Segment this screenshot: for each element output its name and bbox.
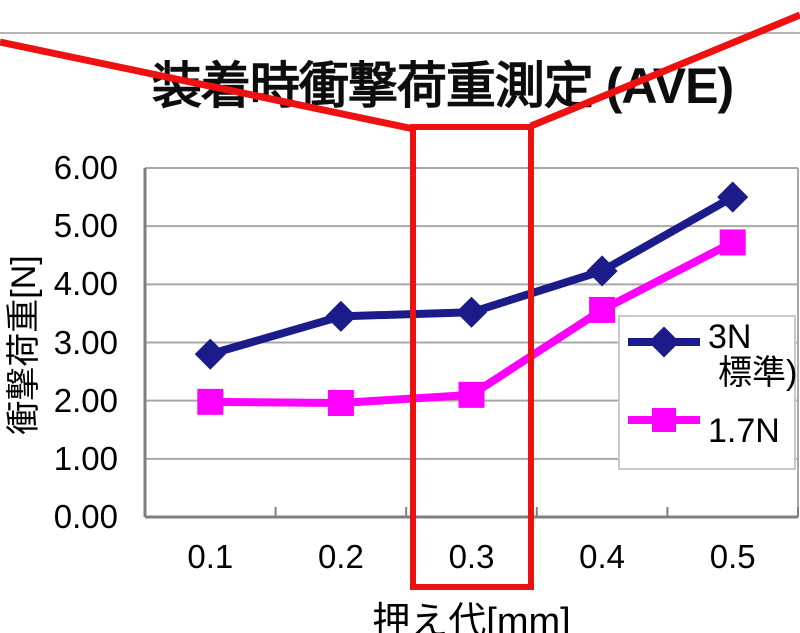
x-tick-label: 0.1 (187, 538, 234, 575)
x-tick-label: 0.5 (709, 538, 756, 575)
legend-marker-square (628, 408, 700, 432)
y-tick-label: 3.00 (53, 323, 118, 361)
y-axis-title: 衝撃荷重[N] (5, 255, 43, 435)
legend-diamond (648, 326, 680, 358)
data-point-square (719, 229, 746, 256)
data-point-square (589, 296, 616, 323)
data-point-diamond (194, 338, 226, 370)
data-point-diamond (717, 181, 749, 213)
legend-square (652, 408, 676, 432)
legend: 3N 標準) 1.7N (618, 315, 798, 470)
data-point-square (458, 381, 485, 408)
data-point-square (197, 388, 224, 415)
legend-label-1: 1.7N (708, 412, 780, 450)
y-tick-label: 4.00 (53, 265, 118, 303)
legend-marker-diamond (628, 326, 700, 358)
y-tick-label: 0.00 (53, 498, 118, 535)
y-tick-label: 2.00 (53, 381, 118, 419)
x-tick-label: 0.4 (579, 538, 626, 575)
data-point-diamond (586, 255, 618, 287)
top-divider-line (0, 32, 800, 34)
data-point-diamond (325, 300, 357, 332)
y-tick-label: 1.00 (53, 439, 118, 477)
x-axis-title: 押え代[mm] (372, 601, 571, 633)
y-tick-label: 5.00 (53, 207, 118, 245)
data-point-square (327, 389, 354, 416)
legend-label-0: 3N 標準) (708, 318, 798, 392)
data-point-diamond (455, 296, 488, 328)
x-tick-label: 0.3 (448, 538, 495, 575)
y-tick-label: 6.00 (53, 149, 118, 186)
x-tick-label: 0.2 (317, 538, 364, 575)
